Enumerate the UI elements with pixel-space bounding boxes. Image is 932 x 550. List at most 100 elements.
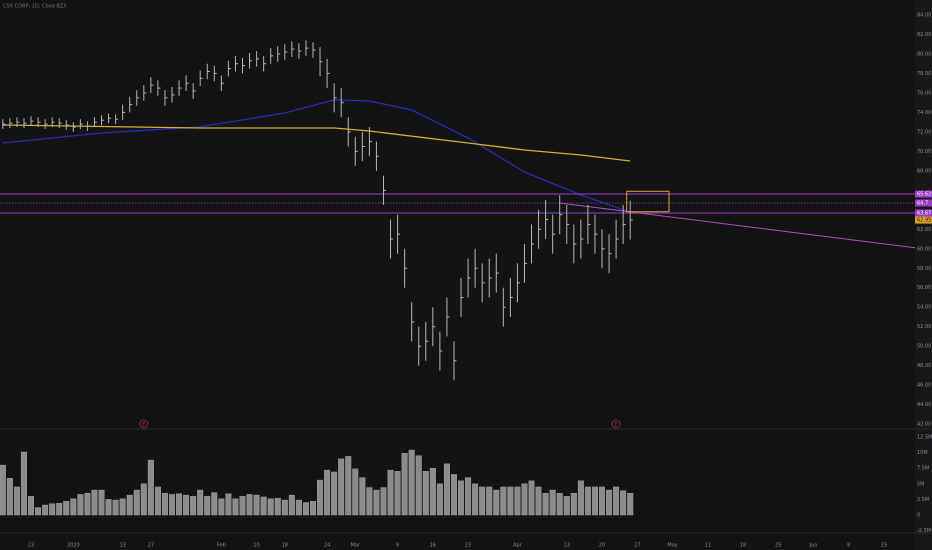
volume-bar xyxy=(394,471,401,516)
volume-bar xyxy=(246,494,253,516)
event-marker xyxy=(611,419,621,429)
volume-bar xyxy=(521,483,528,516)
y-tick-label: 10M xyxy=(917,450,928,456)
level-label-box xyxy=(915,190,932,198)
volume-bar xyxy=(627,492,634,516)
volume-bar xyxy=(112,499,119,516)
volume-bar xyxy=(620,490,627,516)
volume-bar xyxy=(13,486,20,516)
chart-title: CSX CORP, 1D, Cboe BZX xyxy=(3,4,67,10)
x-tick-label: Apr xyxy=(513,543,523,549)
volume-bar xyxy=(429,468,436,516)
volume-bar xyxy=(288,494,295,516)
volume-bar xyxy=(458,480,465,516)
volume-bar xyxy=(436,483,443,516)
y-tick-label: 12.5M xyxy=(917,434,932,440)
volume-bar xyxy=(450,474,457,516)
volume-bar xyxy=(528,480,535,516)
y-tick-label: 5M xyxy=(917,481,925,487)
y-tick-label: 42.00 xyxy=(917,422,931,428)
y-tick-label: 82.00 xyxy=(917,32,931,38)
y-tick-label: 76.00 xyxy=(917,90,931,96)
x-tick-label: 27 xyxy=(148,543,154,549)
volume-bar xyxy=(486,486,493,516)
volume-bar xyxy=(309,501,316,516)
volume-bar xyxy=(359,477,366,516)
volume-bar xyxy=(352,468,359,516)
x-tick-label: Feb xyxy=(217,543,226,549)
y-tick-label: 48.00 xyxy=(917,363,931,369)
volume-bar xyxy=(563,496,570,516)
volume-bar xyxy=(274,497,281,516)
volume-bar xyxy=(232,498,239,516)
volume-bar xyxy=(465,477,472,516)
volume-bar xyxy=(176,493,183,516)
volume-bar xyxy=(225,493,232,516)
volume-bar xyxy=(84,492,91,516)
volume-bar xyxy=(535,486,542,516)
y-tick-label: 68.00 xyxy=(917,168,931,174)
volume-bar xyxy=(161,492,168,516)
moving-average xyxy=(2,124,631,162)
y-tick-label: 7.5M xyxy=(917,466,929,472)
volume-bar xyxy=(218,498,225,516)
y-tick-label: 84.00 xyxy=(917,13,931,19)
volume-bar xyxy=(281,499,288,516)
volume-bar xyxy=(133,489,140,516)
x-tick-label: 24 xyxy=(324,543,330,549)
last-price-label: 62.95 xyxy=(917,218,931,224)
volume-bar xyxy=(267,498,274,516)
y-tick-label: -2.5M xyxy=(917,528,931,534)
volume-bar xyxy=(366,487,373,516)
volume-bar xyxy=(63,501,70,516)
volume-bar xyxy=(591,486,598,516)
volume-bar xyxy=(415,455,422,516)
highlight-box xyxy=(626,190,670,213)
volume-bar xyxy=(479,486,486,516)
x-tick-label: 18 xyxy=(282,543,288,549)
x-tick-label: 20 xyxy=(599,543,605,549)
y-tick-label: 46.00 xyxy=(917,383,931,389)
volume-bar xyxy=(0,464,6,516)
volume-bar xyxy=(260,496,267,516)
x-tick-label: 10 xyxy=(253,543,259,549)
volume-bar xyxy=(380,487,387,516)
x-tick-label: 8 xyxy=(847,543,850,549)
volume-bar xyxy=(472,483,479,516)
volume-bar xyxy=(599,486,606,516)
trendline xyxy=(559,202,916,249)
x-tick-label: 13 xyxy=(564,543,570,549)
x-tick-label: 15 xyxy=(881,543,887,549)
y-tick-label: 50.00 xyxy=(917,344,931,350)
volume-bar xyxy=(443,463,450,516)
y-tick-label: 74.00 xyxy=(917,110,931,116)
level-label: 64.7 xyxy=(917,200,928,206)
volume-bar xyxy=(49,503,56,516)
x-tick-label: 18 xyxy=(740,543,746,549)
y-tick-label: 58.00 xyxy=(917,266,931,272)
level-label-box xyxy=(915,199,932,207)
volume-bar xyxy=(6,477,13,516)
level-label-box xyxy=(915,209,932,217)
y-tick-label: 62.00 xyxy=(917,227,931,233)
y-tick-label: 2.5M xyxy=(917,497,929,503)
x-tick-label: Mar xyxy=(351,543,361,549)
x-tick-label: 13 xyxy=(119,543,125,549)
volume-bar xyxy=(35,507,42,516)
volume-bar xyxy=(500,486,507,516)
volume-bar xyxy=(70,498,77,516)
volume-bar xyxy=(28,496,35,516)
y-tick-label: 70.00 xyxy=(917,149,931,155)
volume-bar xyxy=(190,496,197,516)
x-tick-label: 11 xyxy=(705,543,711,549)
volume-bar xyxy=(56,502,63,516)
volume-bar xyxy=(183,494,190,516)
moving-average xyxy=(2,99,631,213)
volume-bar xyxy=(119,498,126,516)
volume-bar xyxy=(295,499,302,516)
volume-bar xyxy=(556,492,563,516)
x-tick-label: 23 xyxy=(28,543,34,549)
volume-bar xyxy=(98,489,105,516)
price-axis-strip xyxy=(915,0,932,550)
